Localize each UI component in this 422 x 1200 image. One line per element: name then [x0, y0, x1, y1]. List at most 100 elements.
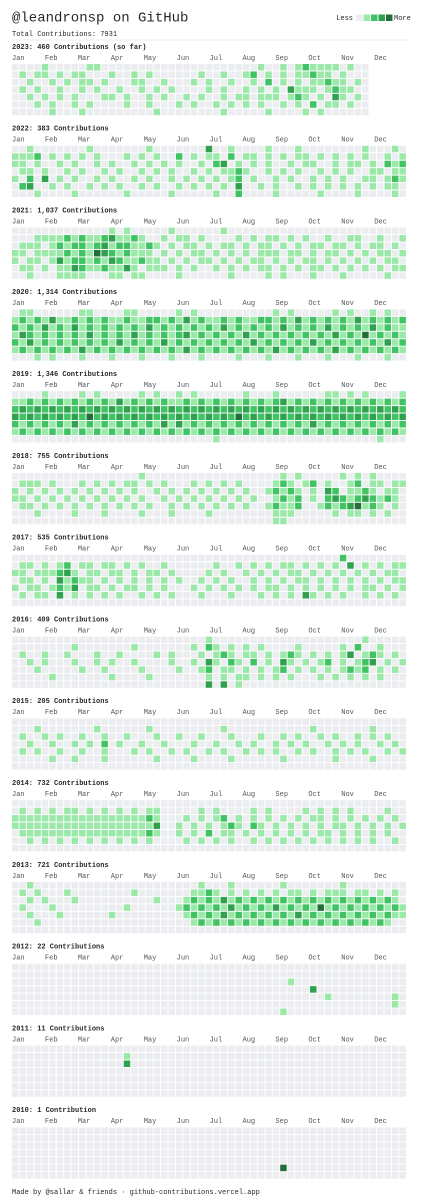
day-cell	[175, 569, 183, 577]
day-cell	[41, 562, 49, 569]
day-cell	[108, 1127, 116, 1134]
day-cell	[354, 800, 362, 807]
day-cell	[26, 190, 34, 197]
month-label: Nov	[341, 709, 354, 717]
day-cell	[86, 101, 93, 108]
day-cell	[287, 86, 295, 93]
day-cell	[138, 309, 146, 316]
day-cell	[146, 681, 153, 688]
day-cell	[168, 339, 175, 346]
day-cell	[161, 354, 168, 361]
day-cell	[183, 495, 190, 502]
day-cell	[250, 487, 257, 495]
year-title: 2015: 205 Contributions	[12, 698, 109, 706]
day-cell	[190, 398, 198, 406]
day-cell	[138, 844, 146, 852]
day-cell	[86, 963, 93, 971]
day-cell	[108, 160, 116, 168]
day-cell	[280, 718, 287, 725]
day-cell	[347, 577, 354, 584]
day-cell	[317, 71, 324, 78]
day-cell	[369, 978, 377, 986]
day-cell	[101, 175, 108, 183]
day-cell	[49, 755, 56, 763]
day-cell	[138, 1127, 146, 1134]
day-cell	[79, 435, 86, 443]
day-cell	[93, 651, 101, 658]
day-cell	[131, 242, 138, 249]
day-cell	[71, 919, 79, 926]
day-cell	[339, 510, 347, 517]
day-cell	[131, 101, 138, 108]
day-cell	[131, 740, 138, 748]
day-cell	[324, 562, 332, 569]
day-cell	[131, 926, 138, 934]
day-cell	[384, 830, 391, 837]
day-cell	[93, 1127, 101, 1134]
day-cell	[26, 153, 34, 160]
day-cell	[41, 242, 49, 249]
day-cell	[250, 145, 257, 153]
day-cell	[49, 554, 56, 562]
day-cell	[12, 911, 19, 919]
day-cell	[377, 978, 384, 986]
day-cell	[198, 1001, 205, 1008]
day-cell	[362, 882, 369, 889]
day-cell	[93, 896, 101, 904]
day-cell	[34, 986, 41, 993]
day-cell	[93, 807, 101, 815]
day-cell	[213, 175, 220, 183]
day-cell	[49, 257, 56, 264]
day-cell	[41, 963, 49, 971]
month-label: Jul	[210, 627, 223, 635]
day-cell	[168, 911, 175, 919]
day-cell	[391, 837, 399, 844]
day-cell	[310, 822, 317, 830]
day-cell	[56, 740, 64, 748]
day-cell	[108, 421, 116, 428]
month-label: Nov	[341, 791, 354, 799]
day-cell	[205, 1001, 213, 1008]
day-cell	[79, 235, 86, 242]
day-cell	[377, 1053, 384, 1060]
day-cell	[168, 978, 175, 986]
day-cell	[175, 324, 183, 331]
day-cell	[287, 1045, 295, 1053]
day-cell	[265, 435, 272, 443]
day-cell	[213, 227, 220, 235]
day-cell	[71, 168, 79, 175]
day-cell	[153, 145, 161, 153]
day-cell	[235, 599, 242, 606]
day-cell	[19, 1082, 26, 1090]
day-cell	[49, 889, 56, 896]
day-cell	[19, 889, 26, 896]
month-label: Sep	[275, 300, 288, 308]
day-cell	[310, 510, 317, 517]
day-cell	[183, 309, 190, 316]
day-cell	[302, 837, 310, 844]
day-cell	[302, 480, 310, 487]
day-cell	[101, 822, 108, 830]
day-cell	[391, 1075, 399, 1082]
day-cell	[123, 517, 131, 525]
day-cell	[198, 413, 205, 421]
day-cell	[242, 391, 250, 398]
day-cell	[280, 421, 287, 428]
day-cell	[153, 78, 161, 86]
day-cell	[26, 800, 34, 807]
day-cell	[138, 272, 146, 279]
day-cell	[108, 502, 116, 510]
day-cell	[138, 882, 146, 889]
day-cell	[324, 487, 332, 495]
day-cell	[228, 93, 235, 101]
day-cell	[41, 145, 49, 153]
day-cell	[93, 904, 101, 911]
day-cell	[41, 554, 49, 562]
day-cell	[175, 963, 183, 971]
day-cell	[123, 1067, 131, 1075]
day-cell	[183, 725, 190, 733]
day-cell	[205, 235, 213, 242]
month-label: May	[144, 1118, 157, 1126]
day-cell	[79, 1001, 86, 1008]
day-cell	[399, 1075, 406, 1082]
